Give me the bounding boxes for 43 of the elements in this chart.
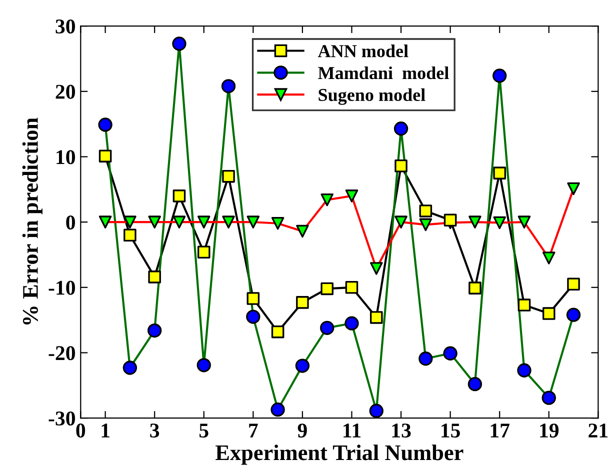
y-tick-label: -30 [48, 411, 75, 426]
x-tick-label: 5 [199, 424, 208, 438]
point [345, 190, 358, 202]
point [197, 216, 210, 228]
y-tick-label: -10 [48, 280, 75, 295]
point [296, 224, 309, 238]
point [567, 182, 580, 196]
x-tick-label: 19 [540, 424, 559, 438]
point [542, 252, 556, 264]
x-tick-label: 13 [392, 424, 411, 438]
y-tick-label: -20 [48, 346, 75, 360]
point [172, 216, 186, 228]
point [271, 216, 284, 230]
y-axis-title: % Error in prediction [22, 118, 42, 324]
legend-label: ANN model [318, 44, 408, 58]
x-tick-label: 15 [442, 424, 460, 438]
point [468, 216, 482, 228]
point [518, 216, 531, 228]
point [419, 218, 432, 232]
point [370, 262, 383, 275]
legend-label: Mamdani model [318, 66, 449, 80]
x-tick-label: 17 [490, 424, 510, 438]
x-tick-label: 0 [76, 424, 86, 438]
y-tick-label: 0 [66, 215, 75, 230]
point [98, 216, 112, 228]
x-tick-label: 3 [150, 424, 160, 438]
point [222, 216, 235, 228]
point [124, 216, 136, 228]
point [246, 216, 260, 228]
y-tick-label: 20 [56, 84, 75, 99]
point [394, 216, 408, 228]
x-tick-label: 11 [344, 424, 360, 438]
legend-label: Sugeno model [318, 88, 426, 105]
point [320, 193, 334, 206]
y-tick-label: 30 [56, 19, 75, 34]
x-tick-label: 1 [102, 424, 110, 438]
x-tick-label: 7 [249, 424, 258, 438]
x-axis-title: Experiment Trial Number [216, 444, 464, 465]
y-tick-label: 10 [56, 150, 75, 164]
point [148, 216, 161, 228]
x-tick-label: 9 [298, 424, 307, 438]
point [493, 216, 506, 230]
x-tick-label: 21 [588, 424, 608, 438]
